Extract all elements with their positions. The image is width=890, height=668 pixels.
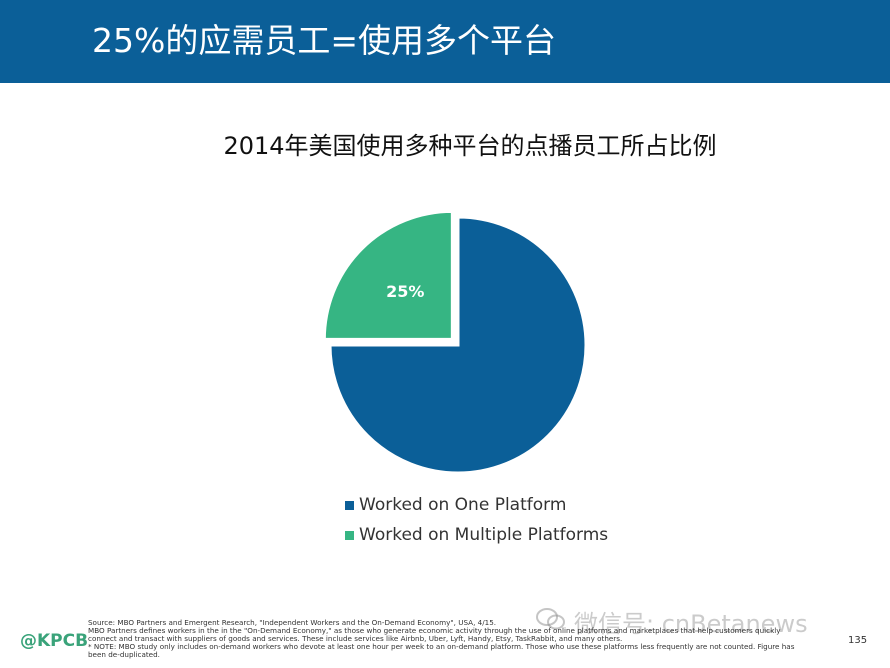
legend-swatch-multiple-platforms — [345, 530, 354, 540]
watermark: 微信号: cnBetanews — [536, 604, 808, 639]
brand-logo: @KPCB — [20, 631, 89, 651]
source-notes: Source: MBO Partners and Emergent Resear… — [88, 619, 848, 659]
page-number: 135 — [848, 635, 868, 646]
chart-title: 2014年美国使用多种平台的点播员工所占比例 — [223, 132, 717, 160]
source-line: * NOTE: MBO study only includes on-deman… — [88, 643, 795, 652]
wechat-icon — [536, 607, 566, 637]
legend-label-multiple-platforms: Worked on Multiple Platforms — [359, 525, 609, 545]
legend-label-one-platform: Worked on One Platform — [359, 495, 567, 515]
source-line: been de-duplicated. — [88, 651, 160, 660]
page-title: 25%的应需员工=使用多个平台 — [92, 21, 556, 60]
header-bar: 25%的应需员工=使用多个平台 — [0, 0, 890, 83]
legend-item-one-platform: Worked on One Platform — [345, 494, 608, 516]
legend-item-multiple-platforms: Worked on Multiple Platforms — [345, 524, 608, 546]
pie-slice-multiple-platforms — [322, 209, 454, 341]
watermark-text: 微信号: cnBetanews — [574, 610, 808, 638]
source-line: MBO Partners defines workers in the in t… — [88, 627, 781, 636]
chart-legend: Worked on One Platform Worked on Multipl… — [345, 494, 608, 554]
pie-slice-one-platform — [328, 215, 588, 475]
legend-swatch-one-platform — [345, 500, 354, 510]
source-line: Source: MBO Partners and Emergent Resear… — [88, 619, 497, 627]
source-line: connect and transact with suppliers of g… — [88, 635, 623, 644]
pie-data-label: 25% — [386, 282, 424, 301]
